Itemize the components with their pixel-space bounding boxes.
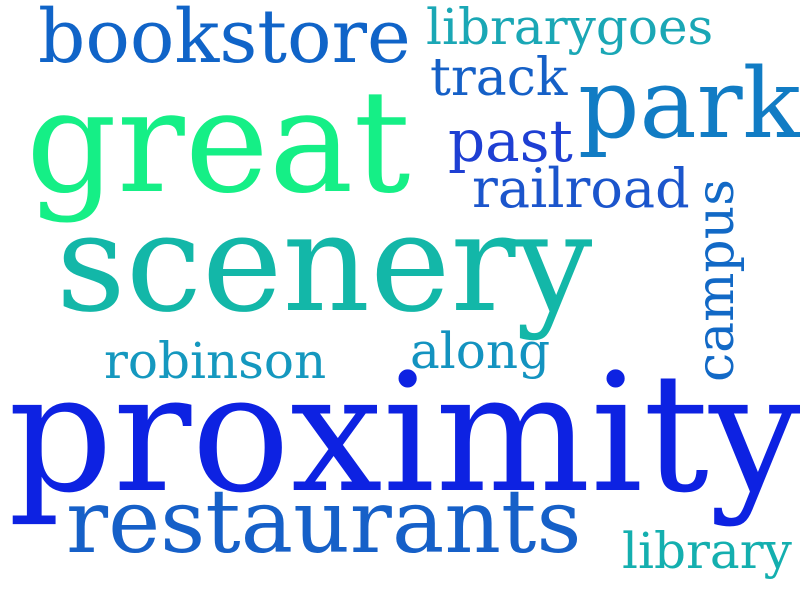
word-robinson: robinson: [104, 332, 327, 390]
word-library: library: [622, 522, 792, 580]
word-railroad: railroad: [472, 157, 690, 220]
word-park: park: [578, 48, 800, 160]
word-scenery: scenery: [56, 185, 593, 343]
word-along: along: [410, 322, 551, 380]
word-restaurants: restaurants: [66, 470, 582, 573]
word-past: past: [448, 107, 573, 175]
word-bookstore: bookstore: [38, 0, 411, 80]
word-proximity: proximity: [8, 338, 800, 529]
word-great: great: [26, 60, 411, 225]
word-track: track: [430, 48, 568, 108]
word-librarygoes: librarygoes: [426, 0, 714, 56]
